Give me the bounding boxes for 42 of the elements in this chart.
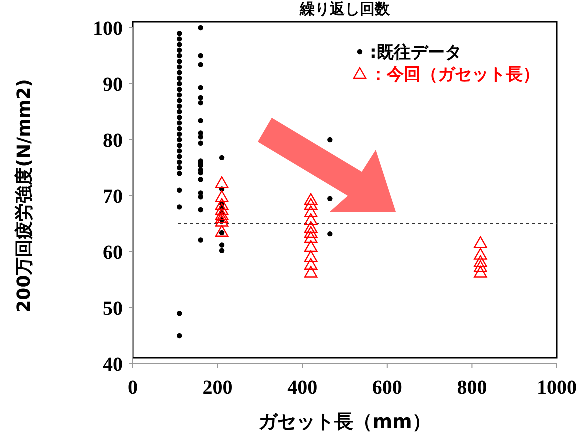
point — [304, 221, 318, 234]
x-tick-label: 600 — [372, 377, 402, 399]
point — [474, 260, 488, 272]
x-tick-label: 0 — [128, 377, 138, 399]
y-tick-label: 100 — [93, 18, 123, 40]
y-axis-title: 200万回疲労強度(N/mm2) — [14, 79, 35, 313]
x-tick-label: 800 — [457, 377, 488, 399]
point — [304, 231, 318, 244]
x-tick-label: 200 — [202, 377, 233, 399]
chart-title: 繰り返し回数 — [299, 0, 391, 18]
point — [304, 206, 318, 218]
legend-label: :既往データ — [370, 42, 462, 63]
point — [474, 266, 488, 278]
y-tick-label: 80 — [103, 130, 123, 152]
point — [304, 193, 318, 206]
point — [304, 240, 318, 252]
y-tick-label: 90 — [103, 74, 123, 96]
y-tick-label: 50 — [103, 298, 123, 320]
point — [215, 208, 229, 220]
point — [304, 213, 318, 226]
point — [215, 190, 229, 202]
legend-label: ：今回（ガセット長） — [370, 64, 540, 85]
x-axis-title: ガセット長（mm） — [258, 411, 432, 433]
point — [215, 198, 229, 210]
x-tick-label: 400 — [288, 377, 318, 399]
point — [304, 198, 318, 210]
point — [304, 266, 318, 278]
y-tick-label: 70 — [103, 186, 123, 208]
point — [304, 226, 318, 238]
point — [215, 212, 229, 224]
y-tick-label: 40 — [103, 354, 123, 376]
point — [304, 250, 318, 262]
point — [474, 236, 488, 248]
x-tick-label: 1000 — [537, 377, 577, 399]
point — [215, 215, 229, 227]
point — [474, 255, 488, 268]
point — [215, 225, 229, 237]
point — [215, 176, 229, 188]
point — [215, 203, 229, 216]
y-tick-label: 60 — [103, 242, 123, 264]
point — [304, 258, 318, 270]
point — [474, 248, 488, 260]
